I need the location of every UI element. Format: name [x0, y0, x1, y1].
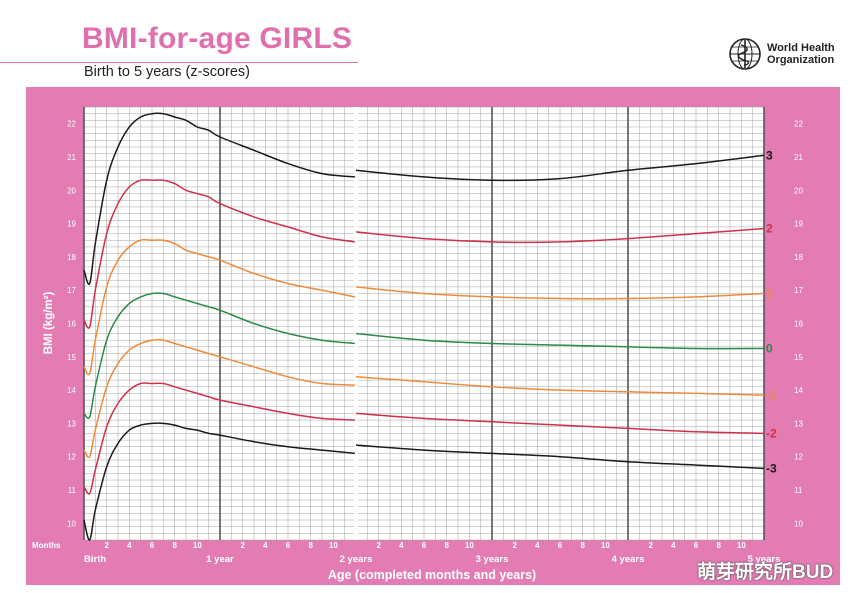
who-emblem-icon — [729, 38, 761, 70]
x-tick-year: 4 years — [612, 554, 645, 565]
y-tick-right: 17 — [794, 286, 803, 295]
x-tick-year: 2 years — [340, 554, 373, 565]
y-tick-right: 15 — [794, 353, 803, 362]
x-tick-month: 2 — [512, 541, 517, 550]
y-tick-right: 22 — [794, 120, 803, 129]
y-tick-left: 22 — [67, 120, 76, 129]
x-tick-month: 4 — [127, 541, 132, 550]
x-tick-month: 10 — [329, 541, 338, 550]
curve-label-z0: 0 — [766, 341, 773, 355]
y-tick-right: 16 — [794, 320, 803, 329]
curve-z0-before-2y — [83, 292, 355, 419]
y-tick-left: 18 — [67, 253, 76, 262]
x-tick-month: 10 — [193, 541, 202, 550]
curve-label-z3: 3 — [766, 148, 773, 162]
y-tick-right: 10 — [794, 519, 803, 528]
y-tick-left: 17 — [67, 286, 76, 295]
x-tick-month: 2 — [104, 541, 109, 550]
watermark: 萌芽研究所BUD — [697, 562, 834, 583]
curve-labels: 3 2 1 0 -1 -2 -3 — [766, 148, 777, 475]
curve-z-3-after-2y — [355, 444, 765, 470]
curve-z-2-after-2y — [355, 412, 765, 435]
x-tick-year: 3 years — [476, 554, 509, 565]
curve-z2-before-2y — [83, 179, 356, 329]
x-tick-month: 10 — [601, 541, 610, 550]
y-tick-right: 19 — [794, 220, 803, 229]
curve-label-z2: 2 — [766, 222, 773, 236]
curve-z1-after-2y — [355, 286, 765, 300]
y-tick-right: 11 — [794, 486, 803, 495]
chart-title: BMI-for-age GIRLS — [82, 22, 353, 55]
y-tick-left: 10 — [67, 519, 76, 528]
x-tick-month: 2 — [376, 541, 381, 550]
y-tick-right: 18 — [794, 253, 803, 262]
curve-z3-after-2y — [355, 154, 765, 182]
x-tick-month: 4 — [263, 541, 268, 550]
x-tick-month: 6 — [694, 541, 699, 550]
curves — [83, 112, 765, 541]
x-tick-month: 8 — [716, 541, 721, 550]
x-tick-month: 6 — [286, 541, 291, 550]
y-tick-left: 11 — [68, 486, 77, 495]
x-tick-month: 10 — [737, 541, 746, 550]
x-tick-month: 4 — [671, 541, 676, 550]
curve-z-1-after-2y — [355, 376, 765, 396]
x-tick-month: 8 — [308, 541, 313, 550]
x-tick-month: 8 — [444, 541, 449, 550]
x-tick-month: 2 — [648, 541, 653, 550]
x-axis-label: Age (completed months and years) — [328, 568, 536, 582]
who-name: World Health Organization — [767, 42, 835, 66]
y-axis-label: BMI (kg/m²) — [43, 292, 55, 355]
curve-z0-after-2y — [355, 332, 765, 350]
curve-label-z-2: -2 — [766, 426, 777, 440]
y-tick-left: 21 — [67, 153, 76, 162]
x-tick-month: 6 — [558, 541, 563, 550]
x-tick-year: 5 years — [748, 554, 781, 565]
y-tick-left: 15 — [67, 353, 76, 362]
x-tick-month: 4 — [535, 541, 540, 550]
x-tick-year: Birth — [84, 554, 106, 565]
curve-label-z1: 1 — [766, 287, 773, 301]
x-tick-month: 2 — [240, 541, 245, 550]
x-tick-month: 6 — [150, 541, 155, 550]
y-tick-left: 19 — [67, 220, 76, 229]
x-tick-month: 4 — [399, 541, 404, 550]
y-tick-right: 20 — [794, 186, 803, 195]
x-tick-year: 1 year — [206, 554, 234, 565]
chart-subtitle: Birth to 5 years (z-scores) — [84, 64, 250, 80]
x-tick-month: 10 — [465, 541, 474, 550]
gap-separator — [354, 107, 358, 540]
months-label: Months — [32, 541, 61, 550]
y-tick-right: 14 — [794, 386, 803, 395]
curve-z2-after-2y — [355, 227, 765, 244]
who-logo: World Health Organization — [728, 37, 835, 71]
y-tick-left: 20 — [67, 186, 76, 195]
curve-z-1-before-2y — [83, 339, 355, 459]
x-tick-month: 6 — [422, 541, 427, 550]
curve-z3-before-2y — [83, 112, 355, 286]
y-tick-left: 12 — [67, 453, 76, 462]
curve-z-3-before-2y — [83, 422, 355, 541]
x-tick-month: 8 — [172, 541, 177, 550]
y-tick-left: 13 — [67, 419, 76, 428]
title-rule — [0, 62, 358, 63]
y-tick-left: 14 — [67, 386, 76, 395]
y-tick-right: 13 — [794, 419, 803, 428]
y-tick-right: 12 — [794, 453, 803, 462]
x-tick-month: 8 — [580, 541, 585, 550]
curve-z-2-before-2y — [83, 382, 355, 495]
curve-label-z-1: -1 — [766, 388, 777, 402]
y-tick-right: 21 — [794, 153, 803, 162]
y-tick-left: 16 — [67, 320, 76, 329]
grid — [83, 106, 765, 541]
curve-label-z-3: -3 — [766, 461, 777, 475]
curve-z1-before-2y — [83, 238, 356, 376]
